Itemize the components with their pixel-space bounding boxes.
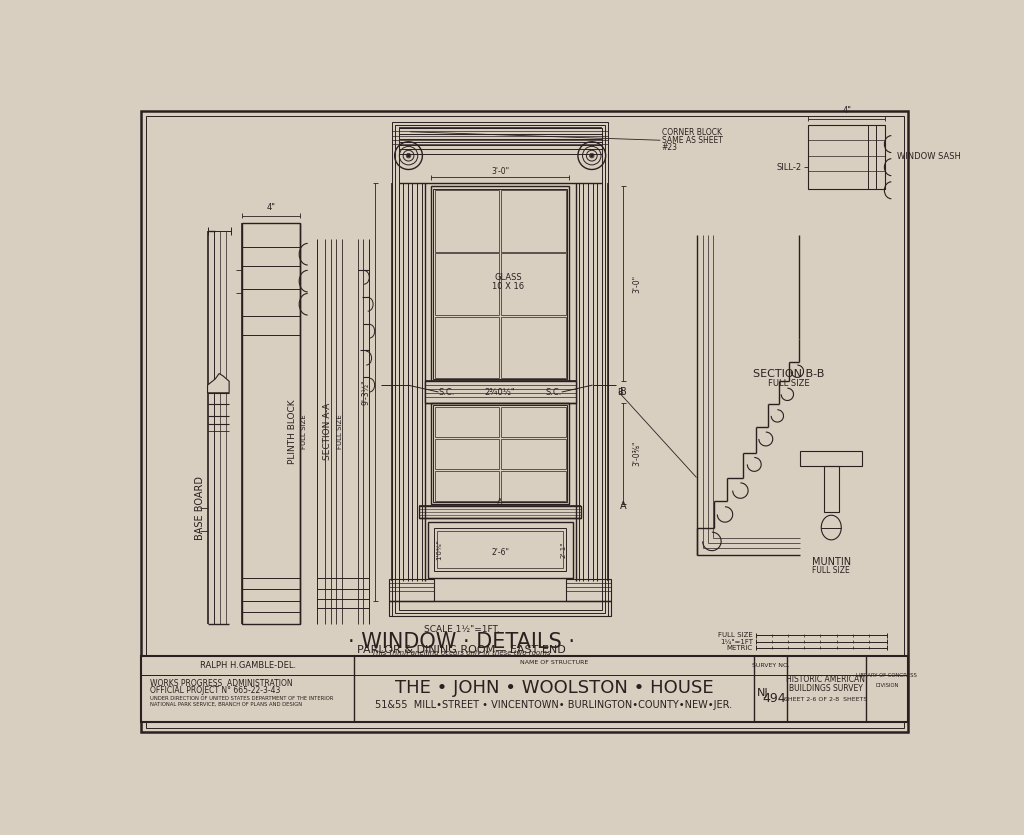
Text: FULL SIZE: FULL SIZE: [718, 632, 753, 638]
Text: B: B: [617, 387, 623, 397]
Text: NJ: NJ: [757, 688, 769, 698]
Text: 10 X 16: 10 X 16: [492, 282, 524, 291]
Text: SCALE 1½"=1FT.: SCALE 1½"=1FT.: [424, 625, 500, 635]
Text: FULL SIZE: FULL SIZE: [768, 379, 810, 388]
Text: SECTION A-A: SECTION A-A: [324, 402, 332, 460]
Text: BASE BOARD: BASE BOARD: [195, 476, 205, 540]
Bar: [435, 471, 500, 501]
Bar: [823, 466, 839, 512]
Text: 3'-0": 3'-0": [492, 166, 509, 175]
Text: FULL SIZE: FULL SIZE: [812, 566, 850, 575]
Bar: [431, 402, 569, 504]
Text: PLINTH BLOCK: PLINTH BLOCK: [288, 399, 297, 463]
Text: NATIONAL PARK SERVICE, BRANCH OF PLANS AND DESIGN: NATIONAL PARK SERVICE, BRANCH OF PLANS A…: [150, 701, 302, 706]
Bar: [566, 579, 611, 600]
Bar: [435, 190, 500, 252]
Text: S.C.: S.C.: [546, 387, 562, 397]
Text: SILL-2: SILL-2: [777, 163, 802, 172]
Bar: [501, 407, 565, 438]
Text: GLASS: GLASS: [494, 273, 521, 281]
Circle shape: [407, 154, 410, 157]
Text: WINDOW SASH: WINDOW SASH: [897, 152, 961, 161]
Text: LIBRARY OF CONGRESS: LIBRARY OF CONGRESS: [856, 673, 918, 678]
Text: B: B: [620, 387, 627, 397]
Text: BUILDINGS SURVEY: BUILDINGS SURVEY: [788, 684, 863, 693]
Bar: [392, 122, 608, 616]
Text: 2'-1": 2'-1": [560, 542, 566, 558]
Text: METRIC: METRIC: [727, 645, 753, 650]
Text: OFFICIAL PROJECT N° 665-22-3-43: OFFICIAL PROJECT N° 665-22-3-43: [150, 686, 281, 696]
Text: 9'-3½": 9'-3½": [361, 379, 371, 405]
Bar: [428, 522, 572, 578]
Bar: [389, 600, 611, 616]
Text: MUNTIN: MUNTIN: [812, 557, 851, 567]
Bar: [141, 656, 908, 721]
Text: THE • JOHN • WOOLSTON • HOUSE: THE • JOHN • WOOLSTON • HOUSE: [394, 680, 714, 697]
Text: #23: #23: [662, 144, 678, 153]
Text: S.C.: S.C.: [438, 387, 455, 397]
Text: SAME AS SHEET: SAME AS SHEET: [662, 136, 723, 144]
Text: CORNER BLOCK: CORNER BLOCK: [662, 128, 722, 137]
Text: FULL SIZE: FULL SIZE: [301, 414, 307, 448]
Bar: [419, 506, 581, 519]
Text: SHEET 2-6 OF 2-8  SHEETS: SHEET 2-6 OF 2-8 SHEETS: [784, 696, 867, 701]
Text: DIVISION: DIVISION: [876, 683, 898, 688]
Bar: [398, 128, 602, 610]
Bar: [435, 407, 500, 438]
Text: 1¼"=1FT: 1¼"=1FT: [720, 639, 753, 645]
Text: 3'-0⅜": 3'-0⅜": [633, 441, 642, 467]
Text: HISTORIC AMERICAN: HISTORIC AMERICAN: [786, 675, 865, 684]
Bar: [435, 316, 500, 378]
Polygon shape: [208, 373, 229, 392]
Bar: [808, 125, 885, 189]
Bar: [433, 189, 567, 379]
Text: WORKS PROGRESS  ADMINISTRATION: WORKS PROGRESS ADMINISTRATION: [150, 679, 293, 687]
Text: 3'-0": 3'-0": [633, 275, 642, 292]
Bar: [435, 438, 500, 469]
Bar: [434, 529, 566, 571]
Text: 4": 4": [842, 107, 851, 115]
Bar: [425, 382, 575, 402]
Bar: [389, 579, 434, 600]
Text: · WINDOW · DETAILS ·: · WINDOW · DETAILS ·: [348, 631, 575, 651]
Text: NAME OF STRUCTURE: NAME OF STRUCTURE: [520, 660, 588, 665]
Text: 2'-6": 2'-6": [492, 549, 509, 558]
Text: FULL SIZE: FULL SIZE: [337, 414, 343, 448]
Text: SURVEY NO.: SURVEY NO.: [752, 663, 790, 668]
Bar: [243, 224, 300, 624]
Bar: [801, 451, 862, 466]
Text: 2¾0½": 2¾0½": [484, 387, 515, 397]
Text: 494: 494: [763, 692, 786, 705]
Text: PARLOR & DINING ROOM— EAST END: PARLOR & DINING ROOM— EAST END: [357, 645, 566, 655]
Bar: [501, 316, 565, 378]
Circle shape: [590, 154, 593, 157]
Text: A: A: [498, 498, 503, 507]
Text: A: A: [620, 501, 626, 511]
Bar: [435, 254, 500, 315]
Text: RALPH H.GAMBLE-DEL.: RALPH H.GAMBLE-DEL.: [200, 660, 296, 670]
Text: This Trim/Panelling occurs only in these two rooms: This Trim/Panelling occurs only in these…: [373, 650, 551, 656]
Bar: [501, 438, 565, 469]
Bar: [501, 471, 565, 501]
Bar: [431, 186, 569, 382]
Text: 1'0⅜": 1'0⅜": [436, 539, 442, 560]
Bar: [501, 254, 565, 315]
Bar: [437, 531, 563, 569]
Text: SECTION B-B: SECTION B-B: [754, 368, 824, 378]
Bar: [501, 190, 565, 252]
Bar: [395, 125, 605, 613]
Text: UNDER DIRECTION OF UNITED STATES DEPARTMENT OF THE INTERIOR: UNDER DIRECTION OF UNITED STATES DEPARTM…: [150, 696, 333, 701]
Text: 51&55  MILL•STREET • VINCENTOWN• BURLINGTON•COUNTY•NEW•JER.: 51&55 MILL•STREET • VINCENTOWN• BURLINGT…: [376, 701, 732, 711]
Bar: [433, 405, 567, 502]
Text: 4": 4": [266, 204, 275, 212]
